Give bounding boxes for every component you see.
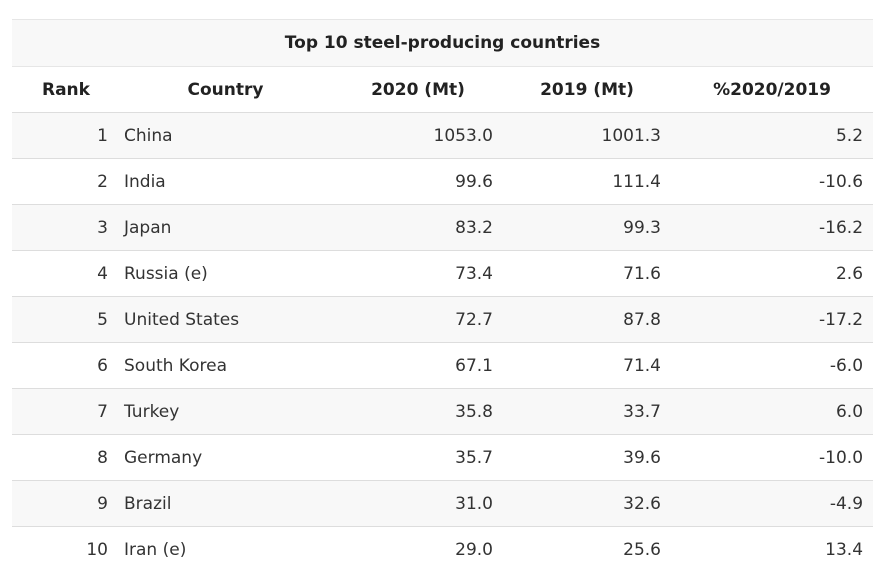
pct-change-cell: -4.9 [671,480,874,527]
production-2019-cell: 32.6 [503,480,671,527]
country-cell: Germany [118,434,333,481]
table-row: 1 China 1053.0 1001.3 5.2 [12,112,874,159]
table-header-row: Rank Country 2020 (Mt) 2019 (Mt) %2020/2… [12,66,874,113]
production-2019-cell: 33.7 [503,388,671,435]
rank-cell: 9 [12,480,118,527]
table-row: 4 Russia (e) 73.4 71.6 2.6 [12,250,874,297]
table-title-row: Top 10 steel-producing countries [12,19,874,67]
pct-change-cell: 13.4 [671,526,874,572]
table-row: 8 Germany 35.7 39.6 -10.0 [12,434,874,481]
table-row: 10 Iran (e) 29.0 25.6 13.4 [12,526,874,572]
rank-cell: 4 [12,250,118,297]
country-cell: United States [118,296,333,343]
rank-cell: 2 [12,158,118,205]
production-2020-cell: 1053.0 [333,112,503,159]
rank-cell: 5 [12,296,118,343]
production-2020-cell: 83.2 [333,204,503,251]
pct-change-cell: 6.0 [671,388,874,435]
pct-change-cell: 5.2 [671,112,874,159]
country-cell: China [118,112,333,159]
country-cell: Russia (e) [118,250,333,297]
country-cell: South Korea [118,342,333,389]
production-2019-cell: 111.4 [503,158,671,205]
production-2020-cell: 72.7 [333,296,503,343]
rank-cell: 1 [12,112,118,159]
production-2020-cell: 31.0 [333,480,503,527]
rank-cell: 6 [12,342,118,389]
column-header-2020: 2020 (Mt) [333,66,503,113]
table-row: 3 Japan 83.2 99.3 -16.2 [12,204,874,251]
pct-change-cell: -6.0 [671,342,874,389]
rank-cell: 8 [12,434,118,481]
production-2020-cell: 99.6 [333,158,503,205]
pct-change-cell: -16.2 [671,204,874,251]
table-row: 2 India 99.6 111.4 -10.6 [12,158,874,205]
country-cell: Iran (e) [118,526,333,572]
pct-change-cell: -10.0 [671,434,874,481]
production-2020-cell: 35.7 [333,434,503,481]
rank-cell: 3 [12,204,118,251]
production-2019-cell: 99.3 [503,204,671,251]
production-2019-cell: 87.8 [503,296,671,343]
column-header-2019: 2019 (Mt) [503,66,671,113]
column-header-pct-change: %2020/2019 [671,66,874,113]
production-2020-cell: 73.4 [333,250,503,297]
table-row: 9 Brazil 31.0 32.6 -4.9 [12,480,874,527]
production-2020-cell: 29.0 [333,526,503,572]
table-body: 1 China 1053.0 1001.3 5.2 2 India 99.6 1… [12,112,874,572]
rank-cell: 7 [12,388,118,435]
pct-change-cell: -17.2 [671,296,874,343]
production-2019-cell: 71.6 [503,250,671,297]
country-cell: Brazil [118,480,333,527]
country-cell: Japan [118,204,333,251]
table-row: 7 Turkey 35.8 33.7 6.0 [12,388,874,435]
production-2019-cell: 1001.3 [503,112,671,159]
country-cell: India [118,158,333,205]
table-row: 5 United States 72.7 87.8 -17.2 [12,296,874,343]
production-2019-cell: 39.6 [503,434,671,481]
rank-cell: 10 [12,526,118,572]
steel-production-table: Top 10 steel-producing countries Rank Co… [12,19,874,572]
column-header-country: Country [118,66,333,113]
production-2020-cell: 67.1 [333,342,503,389]
table-row: 6 South Korea 67.1 71.4 -6.0 [12,342,874,389]
steel-production-table-container: Top 10 steel-producing countries Rank Co… [12,19,874,572]
production-2019-cell: 25.6 [503,526,671,572]
pct-change-cell: 2.6 [671,250,874,297]
production-2019-cell: 71.4 [503,342,671,389]
column-header-rank: Rank [12,66,118,113]
table-title: Top 10 steel-producing countries [12,19,874,67]
country-cell: Turkey [118,388,333,435]
production-2020-cell: 35.8 [333,388,503,435]
pct-change-cell: -10.6 [671,158,874,205]
